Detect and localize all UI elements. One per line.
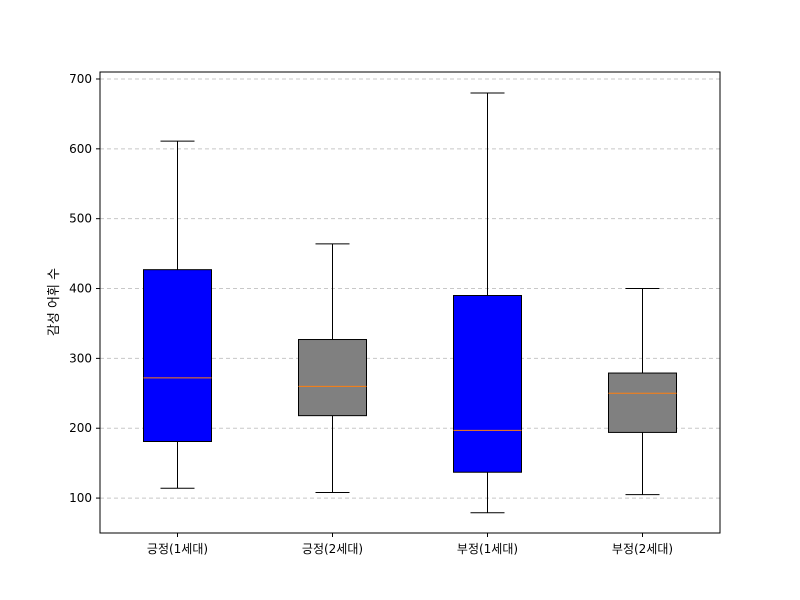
y-tick-label: 400 <box>69 282 92 296</box>
y-tick-label: 500 <box>69 212 92 226</box>
box-group <box>453 92 522 514</box>
x-tick-label: 긍정(2세대) <box>302 542 363 556</box>
y-tick-label: 700 <box>69 72 92 86</box>
x-tick-label: 부정(1세대) <box>457 542 518 556</box>
x-tick-label: 긍정(1세대) <box>147 542 208 556</box>
box-group <box>143 140 212 489</box>
box-series <box>143 92 677 514</box>
iqr-box <box>298 339 367 417</box>
y-tick-label: 600 <box>69 142 92 156</box>
grid-lines <box>100 78 720 499</box>
y-tick-label: 300 <box>69 351 92 365</box>
box-group <box>608 288 677 496</box>
iqr-box <box>143 269 212 442</box>
plot-frame <box>99 71 721 534</box>
box-group <box>298 243 367 493</box>
x-tick-label: 부정(2세대) <box>612 542 673 556</box>
y-axis-label: 감성 어휘 수 <box>47 268 62 336</box>
x-axis: 긍정(1세대) 긍정(2세대) 부정(1세대) 부정(2세대) <box>147 533 673 556</box>
y-axis: 100 200 300 400 500 600 700 <box>69 72 100 505</box>
y-tick-label: 200 <box>69 421 92 435</box>
iqr-box <box>608 372 677 433</box>
iqr-box <box>453 295 522 473</box>
y-tick-label: 100 <box>69 491 92 505</box>
